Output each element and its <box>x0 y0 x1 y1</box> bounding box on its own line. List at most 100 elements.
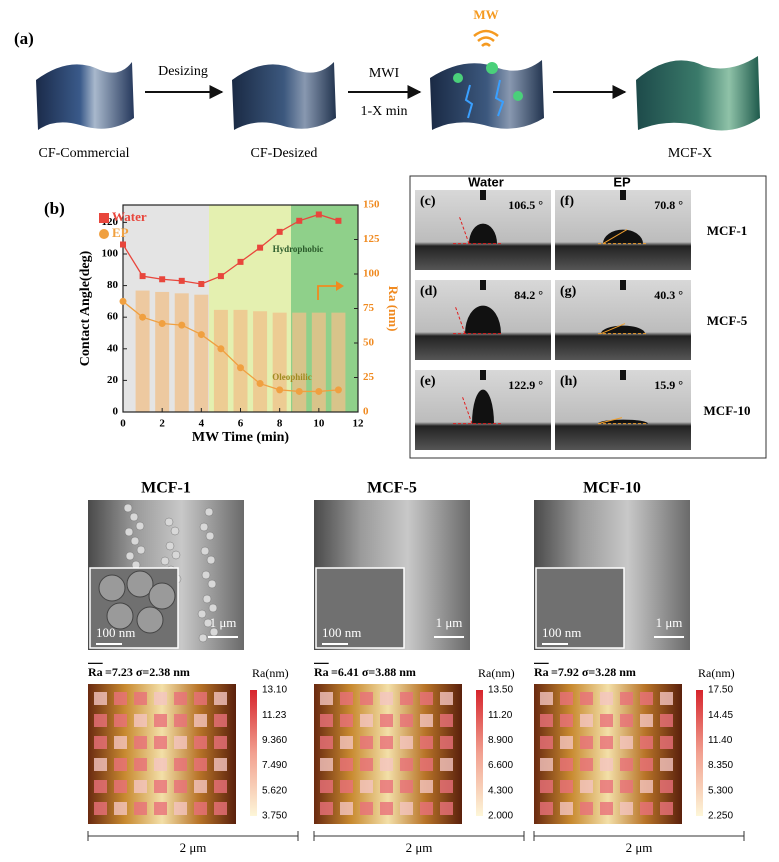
annotation: Hydrophobic <box>273 244 324 254</box>
bar <box>292 312 307 412</box>
y2-tick-label: 100 <box>363 268 380 280</box>
bar <box>194 294 209 412</box>
afm-cell <box>134 692 147 705</box>
afm-cell <box>540 714 553 727</box>
y-tick-label: 60 <box>107 311 119 323</box>
scale-label: 100 nm <box>96 625 135 640</box>
bar <box>233 309 248 412</box>
colorbar-tick: 7.490 <box>262 760 287 771</box>
colorbar-tick: 5.300 <box>708 785 733 796</box>
afm-cell <box>94 714 107 727</box>
afm-cell <box>620 780 633 793</box>
particle <box>198 633 208 643</box>
particle <box>130 536 140 546</box>
afm-cell <box>154 736 167 749</box>
point <box>159 276 166 283</box>
afm-cell <box>420 692 433 705</box>
afm-cell <box>540 780 553 793</box>
afm-ra-symbol: Ra <box>314 665 329 679</box>
needle <box>480 190 486 200</box>
afm-cell <box>380 758 393 771</box>
arrow-label: Desizing <box>158 64 208 79</box>
point <box>197 331 205 339</box>
sem-title: MCF-1 <box>141 480 191 497</box>
colorbar-tick: 2.000 <box>488 811 513 822</box>
particle <box>208 603 218 613</box>
scale-label: 1 μm <box>656 615 683 630</box>
afm-cell <box>360 692 373 705</box>
particle <box>160 556 170 566</box>
colorbar <box>250 690 257 816</box>
tangent <box>600 323 626 335</box>
fabric-image <box>36 62 134 130</box>
sem-inset <box>535 567 625 649</box>
y-tick-label: 0 <box>113 406 119 418</box>
sem-inset <box>315 567 405 649</box>
afm-cell <box>360 736 373 749</box>
afm-cell <box>320 780 333 793</box>
afm-cell <box>174 802 187 815</box>
afm-cell <box>640 736 653 749</box>
colorbar-tick: 13.50 <box>488 685 513 696</box>
afm-cell <box>114 692 127 705</box>
afm-cell <box>560 736 573 749</box>
afm-cell <box>400 714 413 727</box>
colorbar-tick: 5.620 <box>262 785 287 796</box>
colorbar-tick: 11.40 <box>708 735 733 746</box>
afm-cell <box>660 780 673 793</box>
afm-cell <box>340 692 353 705</box>
scale-label: 2 μm <box>406 840 433 855</box>
needle <box>480 280 486 290</box>
series-line <box>122 213 339 285</box>
afm-cell <box>174 780 187 793</box>
point <box>315 211 322 218</box>
afm-cell <box>580 780 593 793</box>
contact-angle: 40.3 ° <box>654 288 683 302</box>
point <box>178 277 185 284</box>
point <box>120 241 126 248</box>
afm-cell <box>540 736 553 749</box>
mw-effect <box>453 62 523 119</box>
particle <box>106 602 134 630</box>
particle <box>206 555 216 565</box>
afm-cell <box>560 758 573 771</box>
afm-cell <box>560 780 573 793</box>
colorbar-title: Ra(nm) <box>698 666 735 680</box>
afm-stats: =7.23 σ=2.38 nm <box>105 665 190 679</box>
afm-cell <box>134 736 147 749</box>
afm-cell <box>320 714 333 727</box>
afm-cell <box>214 736 227 749</box>
afm-cell <box>400 802 413 815</box>
afm-cell <box>620 714 633 727</box>
bar <box>213 309 228 412</box>
wetting-panel: Water EP (c) 106.5 ° (f) 70.8 ° MCF-1 (d) 84.2 °… <box>415 174 750 450</box>
afm-cell <box>114 758 127 771</box>
afm-cell <box>420 736 433 749</box>
y2-tick-label: 125 <box>363 233 380 245</box>
y-tick-label: 100 <box>102 248 119 260</box>
afm-cell <box>620 736 633 749</box>
point <box>296 217 303 224</box>
scale-label: 1 μm <box>436 615 463 630</box>
afm-cell <box>154 802 167 815</box>
afm-cell <box>620 758 633 771</box>
afm-ra-symbol: Ra <box>534 665 549 679</box>
afm-cell <box>660 692 673 705</box>
particle <box>201 570 211 580</box>
afm-cell <box>194 692 207 705</box>
afm-cell <box>94 736 107 749</box>
needle <box>620 190 626 200</box>
colorbar-title: Ra(nm) <box>478 666 515 680</box>
afm-cell <box>640 802 653 815</box>
afm-cell <box>134 802 147 815</box>
arrow-label: MWI <box>369 66 400 81</box>
afm-cell <box>420 780 433 793</box>
bar <box>272 312 287 412</box>
afm-cell <box>580 736 593 749</box>
x-tick-label: 6 <box>238 418 244 430</box>
colorbar <box>696 690 703 816</box>
x-tick-label: 0 <box>120 418 126 430</box>
subpanel-label: (h) <box>560 374 577 389</box>
afm-cell <box>340 780 353 793</box>
droplet <box>603 229 643 244</box>
